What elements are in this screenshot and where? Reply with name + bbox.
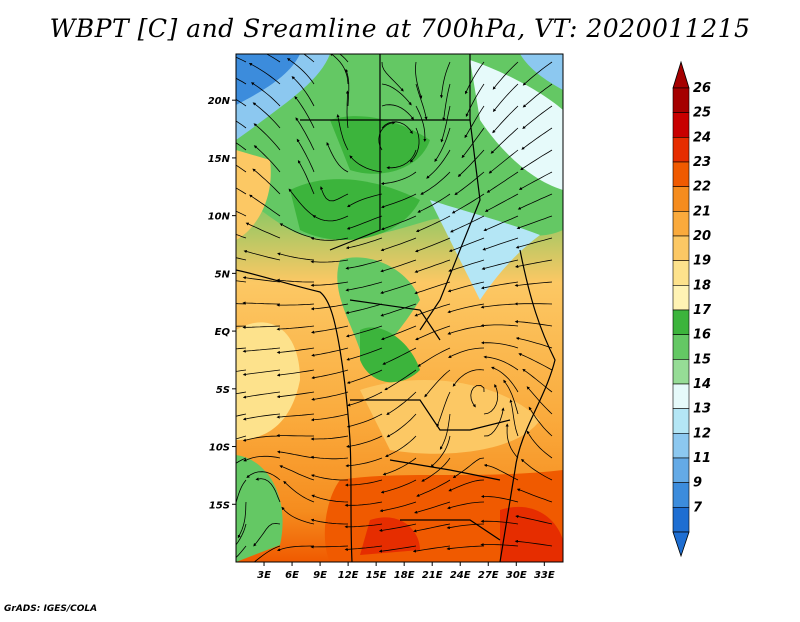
colorbar-swatch [673, 507, 689, 532]
colorbar-label: 18 [693, 278, 711, 293]
y-tick-label: 10N [208, 212, 231, 223]
colorbar-swatch [673, 335, 689, 360]
colorbar-label: 11 [693, 451, 711, 466]
colorbar-label: 26 [693, 81, 711, 96]
colorbar-swatch [673, 137, 689, 162]
x-tick-label: 9E [313, 570, 327, 581]
colorbar-label: 16 [693, 328, 711, 343]
colorbar-label: 23 [693, 155, 711, 170]
y-tick-label: 15S [209, 500, 230, 511]
colorbar-swatch [673, 483, 689, 508]
x-tick-label: 15E [366, 570, 387, 581]
colorbar-swatch [673, 211, 689, 236]
colorbar-label: 17 [693, 303, 712, 318]
colorbar-swatch [673, 285, 689, 310]
colorbar-swatch [673, 113, 689, 138]
colorbar-swatch [673, 261, 689, 286]
colorbar-label: 25 [693, 106, 711, 121]
y-tick-label: 15N [208, 154, 231, 165]
x-tick-label: 12E [338, 570, 359, 581]
y-tick-label: 20N [208, 96, 231, 107]
colorbar-swatch [673, 458, 689, 483]
colorbar-label: 15 [693, 352, 711, 367]
colorbar-label: 22 [693, 180, 711, 195]
y-axis: 20N 15N 10N 5N EQ 5S 10S 15S [208, 96, 236, 511]
x-tick-label: 3E [257, 570, 271, 581]
colorbar-swatch [673, 310, 689, 335]
colorbar-label: 7 [693, 500, 703, 515]
credit-label: GrADS: IGES/COLA [4, 604, 97, 614]
x-tick-label: 21E [422, 570, 443, 581]
y-tick-label: 10S [209, 443, 230, 454]
y-tick-label: EQ [215, 327, 231, 338]
x-tick-label: 33E [534, 570, 555, 581]
x-tick-label: 24E [450, 570, 471, 581]
colorbar-swatch [673, 187, 689, 212]
colorbar-label: 12 [693, 426, 711, 441]
colorbar-label: 24 [693, 130, 711, 145]
colorbar-label: 9 [693, 476, 702, 491]
x-tick-label: 18E [394, 570, 415, 581]
colorbar-label: 20 [693, 229, 711, 244]
colorbar-label: 13 [693, 402, 711, 417]
x-tick-label: 6E [285, 570, 299, 581]
y-tick-label: 5N [215, 269, 231, 280]
colorbar-swatch [673, 162, 689, 187]
colorbar-label: 14 [693, 377, 711, 392]
x-axis: 3E 6E 9E 12E 15E 18E 21E 24E 27E 30E 33E [257, 562, 555, 581]
colorbar-swatch [673, 409, 689, 434]
wbpt-field [236, 54, 563, 562]
colorbar-label: 21 [693, 204, 711, 219]
colorbar-bottom-triangle-icon [673, 532, 689, 556]
colorbar-swatch [673, 433, 689, 458]
colorbar-label: 19 [693, 254, 711, 269]
x-tick-label: 27E [478, 570, 499, 581]
colorbar: 26 25 24 23 22 21 20 19 18 17 16 15 14 13 12 11 9 7 [673, 62, 712, 556]
colorbar-swatch [673, 88, 689, 113]
colorbar-top-triangle-icon [673, 62, 689, 88]
colorbar-swatch [673, 384, 689, 409]
x-tick-label: 30E [506, 570, 527, 581]
colorbar-swatch [673, 236, 689, 261]
colorbar-swatch [673, 359, 689, 384]
y-tick-label: 5S [216, 385, 230, 396]
